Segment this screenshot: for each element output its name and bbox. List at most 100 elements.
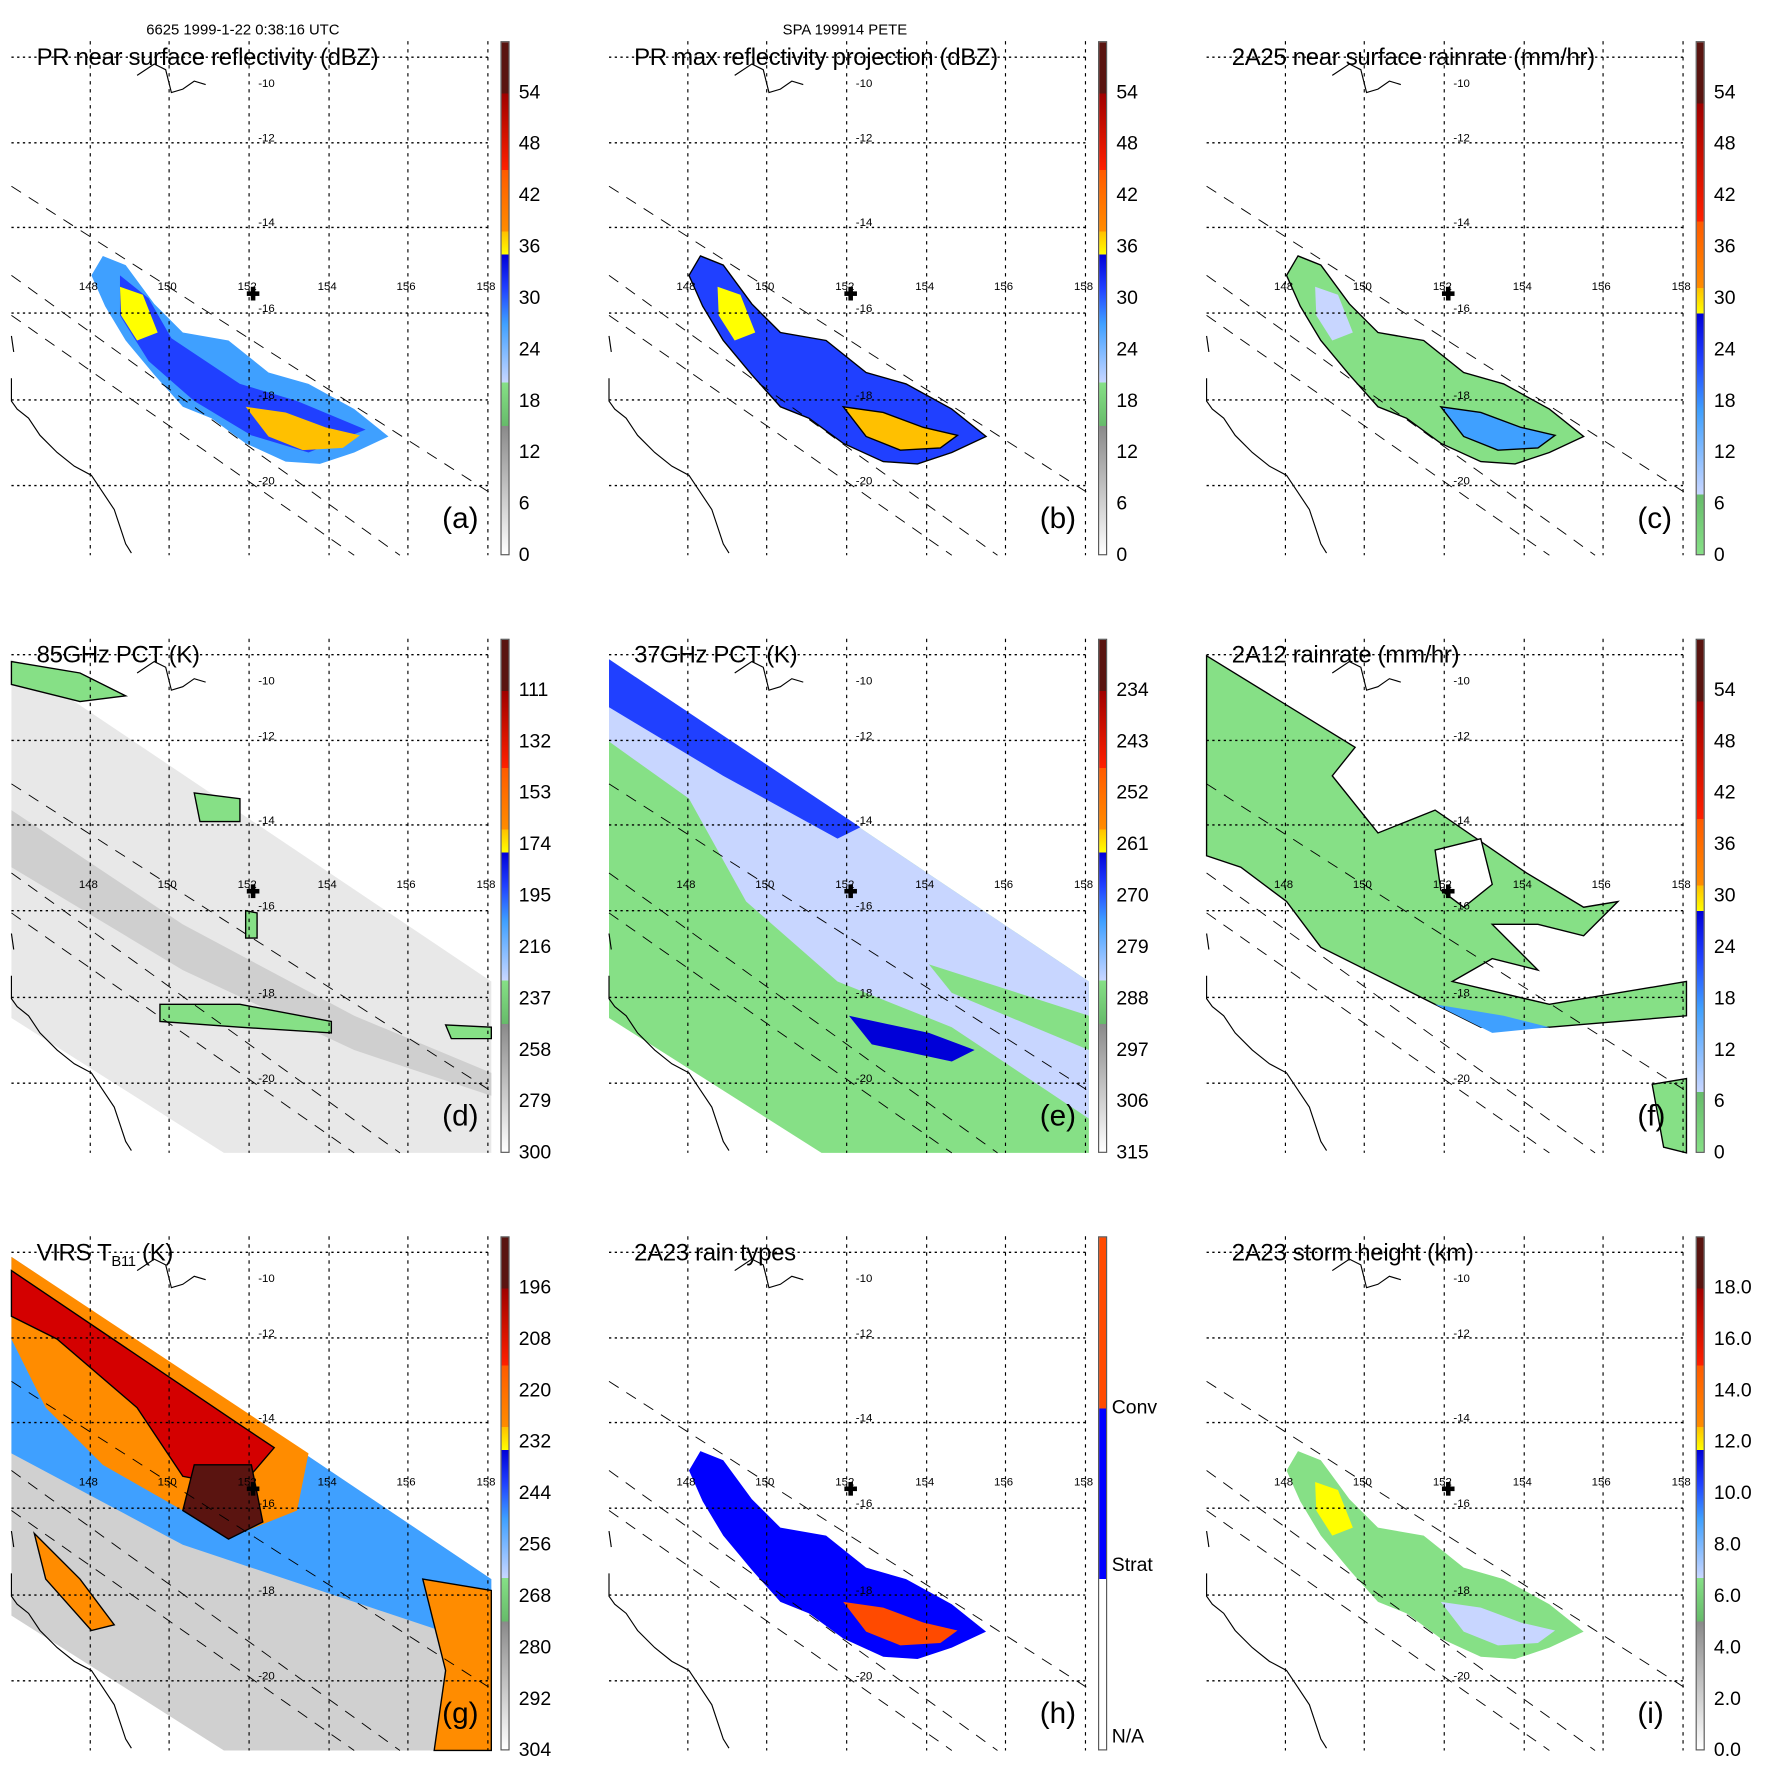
latitude-label: -16 bbox=[1453, 1497, 1470, 1511]
coastline-new-guinea bbox=[734, 63, 804, 94]
panel-letter: (d) bbox=[442, 1098, 479, 1133]
longitude-label: 154 bbox=[317, 1476, 337, 1489]
latitude-label: -18 bbox=[1453, 1584, 1470, 1598]
colorbar-tick-label: 261 bbox=[1116, 832, 1149, 855]
longitude-label: 156 bbox=[994, 1476, 1014, 1489]
longitude-label: 158 bbox=[476, 281, 496, 294]
colorbar-tick-label: 54 bbox=[1116, 81, 1138, 103]
latitude-label: -12 bbox=[1453, 132, 1470, 146]
swath-edge-line bbox=[1206, 872, 1596, 1154]
colorbar-tick-label: 153 bbox=[518, 781, 552, 804]
rain-area-core bbox=[119, 275, 366, 453]
longitude-label: 148 bbox=[78, 1476, 98, 1489]
colorbar-tick-label: 195 bbox=[518, 884, 552, 907]
panel-title: 2A23 rain types bbox=[634, 1240, 796, 1267]
convective-core bbox=[1439, 405, 1557, 451]
latitude-label: -10 bbox=[1453, 77, 1470, 91]
longitude-label: 150 bbox=[157, 281, 177, 294]
latitude-label: -12 bbox=[258, 730, 275, 743]
longitude-label: 154 bbox=[1512, 1476, 1532, 1489]
panel-title-text: 37GHz PCT (K) bbox=[634, 642, 798, 669]
coastline-new-guinea bbox=[1331, 660, 1401, 691]
colorbar-tick-label: 232 bbox=[518, 1430, 552, 1453]
longitude-label: 158 bbox=[476, 1476, 496, 1489]
panel-title: 2A23 storm height (km) bbox=[1232, 1240, 1474, 1267]
colorbar-tick-label: 14.0 bbox=[1713, 1379, 1752, 1401]
colorbar-tick-label: 18.0 bbox=[1713, 1276, 1752, 1298]
latitude-label: -12 bbox=[1453, 730, 1470, 743]
panel-title: PR max reflectivity projection (dBZ) bbox=[634, 45, 998, 72]
orange-band bbox=[33, 1531, 116, 1632]
colorbar bbox=[1098, 1236, 1108, 1751]
colorbar-tick-label: 36 bbox=[1713, 235, 1736, 258]
coastline-australia bbox=[1206, 335, 1210, 353]
latitude-label: -20 bbox=[258, 1670, 275, 1684]
coastline-new-guinea bbox=[734, 1258, 804, 1289]
panel-title-text: 85GHz PCT (K) bbox=[36, 642, 200, 669]
panel-letter: (g) bbox=[442, 1695, 479, 1730]
swath-edge-line bbox=[11, 1381, 492, 1690]
coastline-new-guinea bbox=[1331, 63, 1401, 94]
longitude-label: 148 bbox=[676, 1476, 696, 1489]
colorbar-tick-label: 48 bbox=[1713, 730, 1736, 752]
colorbar-tick-label: 12 bbox=[1713, 441, 1736, 463]
swath-edge-line bbox=[608, 1381, 1090, 1690]
colorbar-tick-label: 6 bbox=[1713, 492, 1725, 515]
longitude-label: 154 bbox=[915, 281, 935, 294]
panel-title-unit: (K) bbox=[135, 1239, 174, 1267]
longitude-label: 148 bbox=[1273, 281, 1294, 294]
colorbar bbox=[1695, 41, 1705, 556]
swath-edge-line bbox=[608, 872, 998, 1154]
latitude-label: -12 bbox=[1453, 1327, 1470, 1341]
convective-core bbox=[841, 405, 960, 451]
longitude-label: 154 bbox=[317, 878, 337, 892]
colorbar-tick-label: 4.0 bbox=[1713, 1636, 1741, 1658]
swath-edge-line bbox=[608, 314, 953, 556]
panel-title-text: VIRS T bbox=[36, 1239, 112, 1267]
ice-scatter-area bbox=[159, 1003, 333, 1034]
colorbar-tick-label: 6 bbox=[518, 492, 530, 515]
rain-area bbox=[1286, 1451, 1584, 1660]
panel-title-subscript: B11 bbox=[111, 1252, 136, 1270]
longitude-label: 152 bbox=[237, 878, 257, 892]
swath-edge-line bbox=[1206, 185, 1687, 494]
coastline-australia bbox=[608, 1573, 730, 1749]
storm-center-icon bbox=[246, 1481, 260, 1496]
latitude-label: -18 bbox=[1453, 987, 1470, 1000]
colorbar-tick-label: 48 bbox=[1713, 132, 1736, 155]
ice-scatter-area bbox=[193, 792, 241, 823]
latitude-label: -14 bbox=[855, 1412, 873, 1425]
colorbar-tick-label: 24 bbox=[518, 338, 541, 360]
colorbar-tick-label: 243 bbox=[1116, 730, 1149, 752]
colorbar-tick-label: 18 bbox=[1713, 389, 1736, 412]
map-panel-b: 148 150 152 154 156 158 -10 -12 -14 -16 -18 -20 PR m… bbox=[608, 41, 1180, 578]
colorbar-tick-label: 24 bbox=[1116, 338, 1138, 360]
panel-letter: (e) bbox=[1039, 1098, 1077, 1133]
colorbar-tick-label: 258 bbox=[518, 1038, 552, 1061]
latitude-label: -12 bbox=[855, 1327, 873, 1341]
colorbar-tick-label: 208 bbox=[518, 1327, 552, 1350]
colorbar-tick-label: 18 bbox=[1116, 389, 1138, 412]
longitude-label: 156 bbox=[1591, 878, 1611, 892]
map-plot bbox=[10, 1236, 493, 1752]
longitude-label: 152 bbox=[1432, 281, 1452, 294]
rain-area bbox=[1205, 654, 1688, 1028]
map-panel-f: 148 150 152 154 156 158 -10 -12 -14 -16 -18 -20 2A12… bbox=[1205, 638, 1771, 1176]
latitude-label: -10 bbox=[855, 77, 873, 91]
longitude-label: 152 bbox=[1432, 878, 1452, 892]
longitude-label: 150 bbox=[1352, 281, 1372, 294]
colorbar-tick-label: 220 bbox=[518, 1379, 552, 1401]
colorbar-tick-label: 30 bbox=[1713, 286, 1736, 309]
colorbar-tick-label: 42 bbox=[1713, 781, 1736, 804]
coastline-australia bbox=[608, 335, 612, 353]
panel-letter: (c) bbox=[1637, 500, 1672, 535]
colorbar-tick-label: Strat bbox=[1111, 1553, 1153, 1576]
latitude-label: -10 bbox=[258, 675, 275, 688]
swath-edge-line bbox=[1206, 314, 1550, 556]
coastline-australia bbox=[10, 335, 15, 353]
longitude-label: 148 bbox=[78, 878, 98, 892]
longitude-label: 150 bbox=[755, 1476, 775, 1489]
colorbar-tick-label: 36 bbox=[1713, 832, 1736, 855]
ice-scatter-area bbox=[10, 660, 129, 703]
panel-title-text: 2A25 near surface rainrate (mm/hr) bbox=[1231, 44, 1595, 71]
